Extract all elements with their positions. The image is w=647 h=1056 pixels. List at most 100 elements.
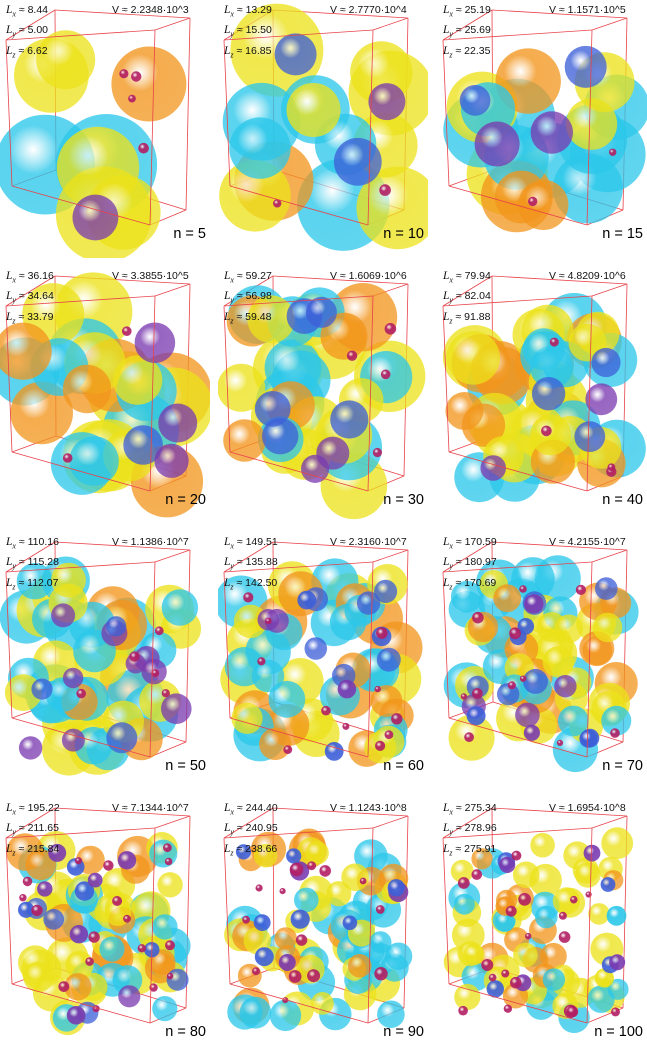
dimension-y: Ly ≈ 82.04	[443, 290, 491, 305]
box-dimensions: Lx ≈ 275.34 Ly ≈ 278.96 Lz ≈ 275.91	[443, 800, 497, 861]
packing-panel: Lx ≈ 170.59 Ly ≈ 180.97 Lz ≈ 170.69 V ≈ 4.2…	[437, 532, 647, 790]
sphere	[324, 742, 344, 761]
dimension-z: Lz ≈ 6.62	[6, 44, 48, 59]
sphere	[460, 693, 468, 700]
sphere-count-label: n = 5	[173, 226, 206, 242]
sphere	[304, 637, 328, 660]
sphere	[450, 859, 474, 883]
sphere	[283, 745, 293, 754]
sphere	[610, 728, 620, 738]
box-back-edge	[491, 9, 628, 19]
sphere	[51, 603, 76, 628]
sphere	[231, 702, 263, 734]
dimension-x: Lx ≈ 8.44	[6, 4, 49, 19]
sphere	[262, 418, 299, 455]
box-volume: V ≈ 1.1243·10^8	[330, 802, 407, 814]
sphere	[64, 973, 92, 1001]
sphere	[609, 954, 626, 971]
sphere	[88, 931, 100, 943]
sphere	[464, 732, 474, 743]
sphere	[62, 667, 84, 689]
sphere	[374, 967, 388, 981]
packing-panel: Lx ≈ 79.94 Ly ≈ 82.04 Lz ≈ 91.88 V ≈ 4.8209…	[437, 266, 647, 524]
packing-box-render	[442, 9, 647, 233]
dimension-x-value: 195.22	[27, 802, 60, 814]
sphere	[530, 414, 572, 456]
sphere	[235, 844, 252, 860]
box-depth-edge	[591, 17, 628, 31]
box-front-edge	[223, 571, 231, 719]
box-depth-edge	[5, 9, 56, 41]
packing-box-render	[219, 3, 428, 251]
box-front-edge	[442, 837, 450, 985]
dimension-x-value: 110.16	[27, 536, 59, 548]
box-front-edge	[11, 185, 151, 226]
box-depth-edge	[223, 541, 274, 573]
box-dimensions: Lx ≈ 8.44 Ly ≈ 5.00 Lz ≈ 6.62	[6, 2, 48, 63]
sphere	[594, 968, 614, 988]
box-depth-edge	[442, 275, 493, 307]
packing-box-render	[442, 275, 646, 503]
dimension-z-value: 33.79	[27, 310, 54, 323]
sphere	[575, 584, 586, 595]
box-volume: V ≈ 2.3160·10^7	[330, 536, 407, 548]
sphere	[16, 563, 54, 600]
box-volume: V ≈ 2.7770·10^4	[330, 4, 407, 16]
dimension-y-value: 5.00	[27, 24, 49, 37]
dimension-y-value: 278.96	[464, 822, 497, 835]
dimension-y-value: 115.28	[27, 556, 59, 569]
box-depth-edge	[154, 283, 191, 297]
sphere	[549, 337, 559, 347]
sphere	[74, 857, 83, 865]
box-back-edge	[185, 17, 191, 211]
box-dimensions: Lx ≈ 59.27 Ly ≈ 56.98 Lz ≈ 59.48	[224, 268, 272, 329]
sphere	[522, 328, 565, 371]
sphere	[379, 184, 391, 196]
dimension-z-value: 91.88	[464, 310, 491, 323]
sphere	[531, 377, 566, 411]
sphere	[307, 969, 321, 983]
sphere	[23, 961, 54, 993]
box-volume: V ≈ 3.3855·10^5	[112, 270, 189, 282]
dimension-x-value: 244.40	[245, 802, 278, 814]
sphere	[510, 976, 522, 989]
box-front-edge	[223, 305, 231, 453]
sphere	[122, 326, 132, 336]
sphere	[503, 1004, 513, 1013]
sphere	[384, 942, 413, 970]
sphere	[305, 841, 329, 865]
sphere-count-label: n = 100	[594, 1024, 643, 1040]
sphere-count-label: n = 30	[383, 492, 424, 508]
sphere	[461, 962, 491, 991]
box-front-edge	[5, 305, 13, 453]
box-front-edge	[442, 571, 450, 719]
dimension-z: Lz ≈ 238.66	[224, 842, 278, 857]
sphere	[552, 887, 580, 915]
sphere	[519, 675, 527, 682]
sphere	[290, 909, 310, 929]
box-volume: V ≈ 7.1344·10^7	[112, 802, 189, 814]
box-front-edge	[442, 29, 593, 41]
sphere	[251, 659, 285, 693]
packing-box-render	[5, 807, 191, 1036]
sphere	[609, 148, 617, 156]
dimension-y: Ly ≈ 211.65	[6, 822, 59, 837]
sphere	[117, 851, 137, 870]
sphere	[372, 447, 382, 458]
dimension-x: Lx ≈ 170.59	[443, 536, 497, 551]
box-back-edge	[54, 807, 191, 817]
sphere-count-label: n = 10	[383, 226, 424, 242]
sphere	[247, 295, 295, 343]
sphere	[513, 942, 538, 968]
sphere	[118, 985, 141, 1008]
box-front-edge	[149, 29, 156, 226]
sphere	[542, 968, 566, 991]
box-front-edge	[229, 451, 369, 492]
sphere-count-label: n = 60	[383, 758, 424, 774]
sphere	[601, 827, 634, 860]
sphere	[51, 562, 86, 598]
dimension-y-value: 34.64	[27, 290, 54, 303]
sphere	[58, 981, 70, 992]
sphere	[523, 724, 540, 741]
sphere	[74, 881, 95, 901]
